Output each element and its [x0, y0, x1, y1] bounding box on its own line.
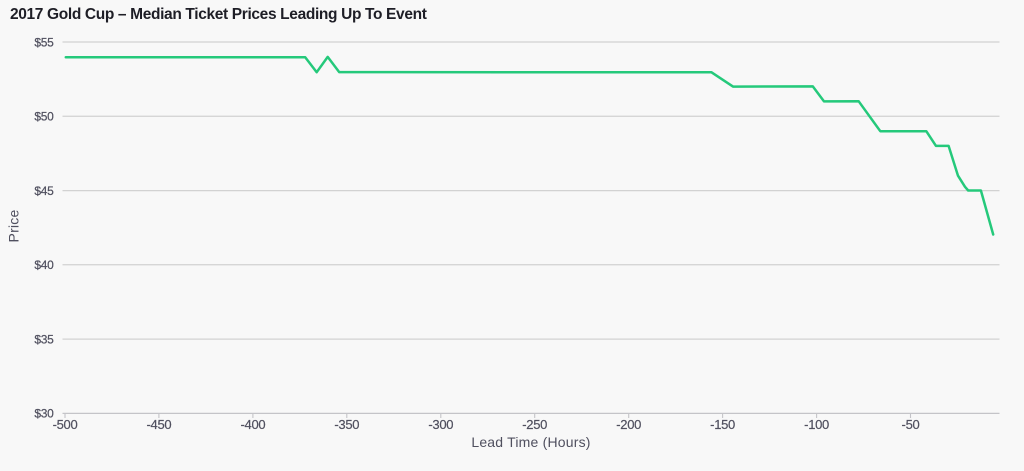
svg-text:-150: -150	[710, 417, 735, 432]
svg-text:-450: -450	[146, 417, 171, 432]
svg-text:$50: $50	[34, 110, 54, 124]
svg-text:2017 Gold Cup – Median Ticket: 2017 Gold Cup – Median Ticket Prices Lea…	[10, 6, 427, 23]
svg-text:-500: -500	[53, 417, 78, 432]
svg-text:-50: -50	[902, 417, 920, 432]
svg-text:-100: -100	[804, 417, 829, 432]
svg-text:-350: -350	[334, 417, 359, 432]
svg-text:$35: $35	[34, 332, 54, 346]
svg-text:Lead Time (Hours): Lead Time (Hours)	[471, 434, 590, 450]
svg-text:-250: -250	[522, 417, 547, 432]
svg-text:$45: $45	[34, 184, 54, 198]
svg-text:$30: $30	[34, 407, 54, 421]
svg-text:-400: -400	[240, 417, 265, 432]
svg-text:-200: -200	[616, 417, 641, 432]
svg-text:-300: -300	[428, 417, 453, 432]
svg-text:$40: $40	[34, 258, 54, 272]
svg-text:$55: $55	[34, 35, 54, 49]
svg-text:Price: Price	[6, 210, 22, 243]
